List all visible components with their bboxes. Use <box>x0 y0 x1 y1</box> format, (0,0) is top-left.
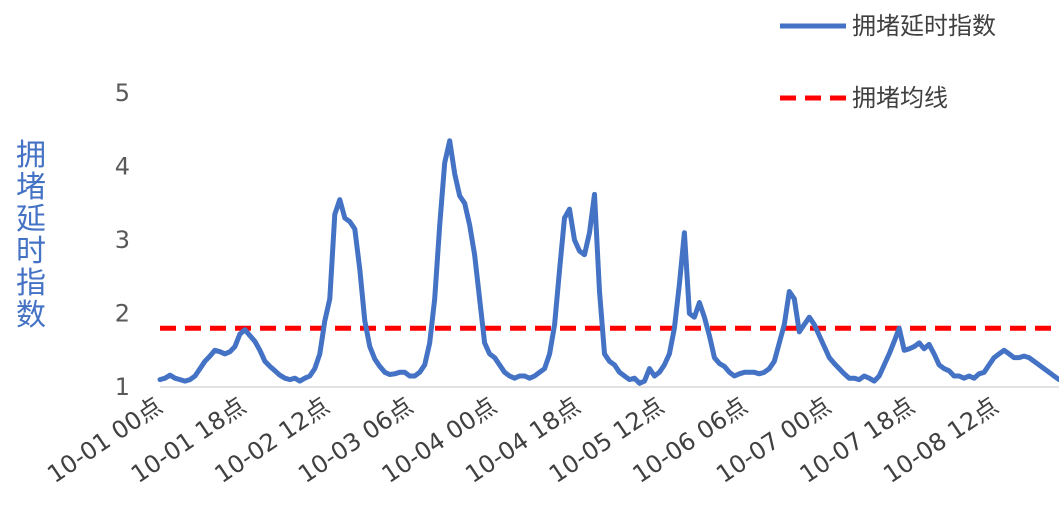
legend: 拥堵延时指数 拥堵均线 <box>780 12 996 112</box>
y-axis-label: 拥堵延时指数 <box>16 138 46 333</box>
y-axis-label-char: 时 <box>16 234 46 269</box>
series-line-congestion-index <box>157 138 1059 386</box>
legend-label-congestion-index: 拥堵延时指数 <box>852 12 996 40</box>
y-tick-label: 2 <box>115 300 130 328</box>
y-axis-label-char: 数 <box>16 298 46 333</box>
y-axis-label-char: 指 <box>16 266 46 301</box>
y-axis-label-char: 堵 <box>16 170 46 205</box>
y-tick-label: 4 <box>115 153 130 181</box>
y-tick-label: 3 <box>115 226 130 254</box>
legend-label-congestion-average: 拥堵均线 <box>852 84 948 112</box>
y-axis-label-char: 延 <box>16 202 46 237</box>
y-tick-label: 1 <box>115 373 130 401</box>
y-axis-ticks: 1 2 3 4 5 <box>115 79 130 401</box>
y-tick-label: 5 <box>115 79 130 107</box>
y-axis-label-char: 拥 <box>16 138 46 173</box>
